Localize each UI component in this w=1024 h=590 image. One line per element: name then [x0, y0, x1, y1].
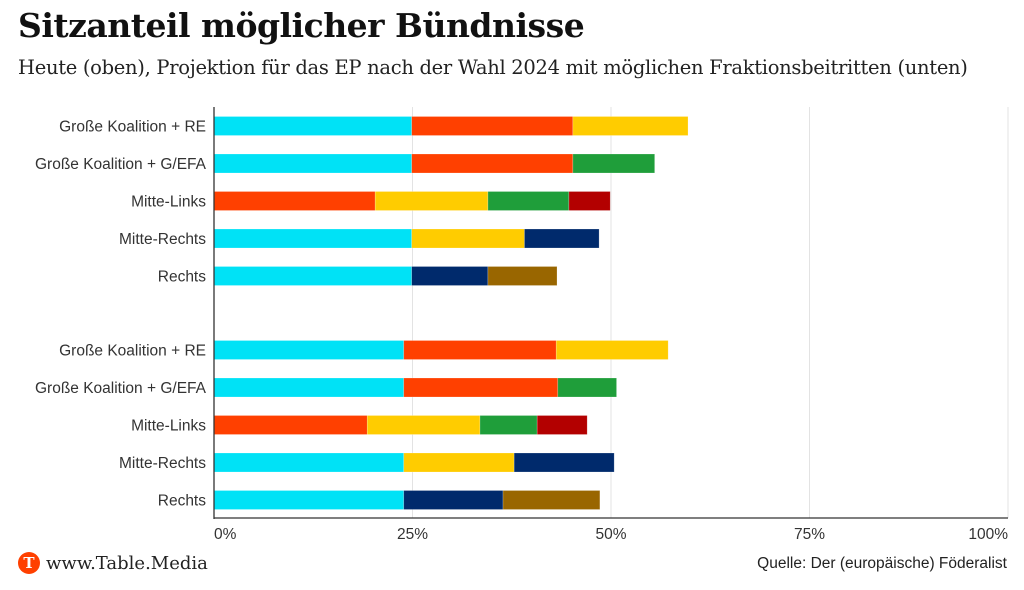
y-label: Rechts	[158, 493, 206, 510]
bar-segment-cyan	[213, 116, 413, 136]
bar-segment-darkred	[536, 415, 588, 435]
table-media-logo-icon: T	[18, 552, 40, 574]
bar-segment-cyan	[213, 228, 413, 249]
y-label: Rechts	[158, 269, 206, 286]
y-label: Große Koalition + RE	[59, 343, 206, 360]
y-label: Mitte-Links	[131, 418, 206, 435]
bar-segment-navy	[513, 452, 615, 473]
bar-segment-darkred	[568, 191, 611, 211]
bar-segment-red	[403, 377, 559, 398]
chart-subtitle: Heute (oben), Projektion für das EP nach…	[18, 56, 968, 79]
bar-segment-red	[403, 340, 557, 360]
y-label: Große Koalition + RE	[59, 119, 206, 136]
bar-segment-red	[213, 415, 368, 435]
y-label: Mitte-Links	[131, 194, 206, 211]
bar-segment-green	[572, 153, 655, 174]
bar-segment-cyan	[213, 153, 413, 174]
x-tick-label: 100%	[968, 526, 1008, 543]
bar-segment-yellow	[411, 228, 525, 249]
y-label: Große Koalition + G/EFA	[35, 156, 207, 173]
bar-segment-yellow	[403, 452, 515, 473]
bar-segment-cyan	[213, 340, 405, 360]
bar-segment-green	[479, 415, 538, 435]
source-note: Quelle: Der (europäische) Föderalist	[757, 555, 1007, 572]
bar-segment-yellow	[572, 116, 689, 136]
x-tick-label: 25%	[397, 526, 428, 543]
bar-segment-cyan	[213, 490, 405, 510]
bar-segment-yellow	[555, 340, 669, 360]
x-tick-label: 75%	[794, 526, 825, 543]
x-tick-label: 0%	[214, 526, 237, 543]
bar-segment-yellow	[374, 191, 489, 211]
y-label: Mitte-Rechts	[119, 455, 206, 472]
bar-segment-brown	[502, 490, 601, 510]
bar-segment-red	[411, 153, 574, 174]
bar-segment-navy	[524, 228, 600, 249]
bar-segment-red	[411, 116, 574, 136]
bar-segment-cyan	[213, 452, 405, 473]
x-tick-label: 50%	[595, 526, 626, 543]
brand[interactable]: T www.Table.Media	[18, 552, 208, 574]
bar-segment-cyan	[213, 266, 413, 286]
bar-segment-yellow	[366, 415, 481, 435]
site-link[interactable]: www.Table.Media	[46, 552, 208, 574]
bar-segment-red	[213, 191, 376, 211]
bar-segment-green	[557, 377, 617, 398]
bar-segment-brown	[487, 266, 558, 286]
y-label: Große Koalition + G/EFA	[35, 380, 207, 397]
bar-segment-cyan	[213, 377, 405, 398]
y-label: Mitte-Rechts	[119, 231, 206, 248]
chart-title: Sitzanteil möglicher Bündnisse	[18, 6, 585, 45]
bar-segment-navy	[411, 266, 489, 286]
bar-segment-green	[487, 191, 570, 211]
bar-segment-navy	[403, 490, 504, 510]
